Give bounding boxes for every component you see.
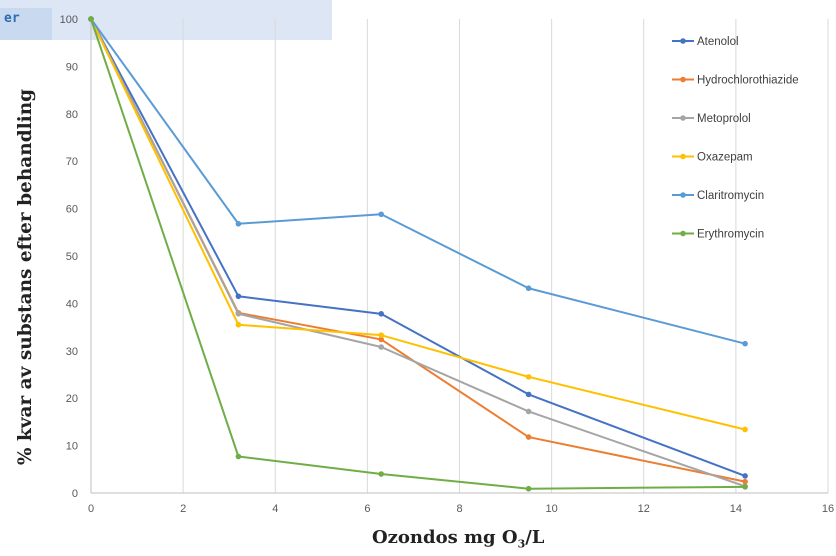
x-tick-label: 0 — [88, 503, 94, 515]
data-point-claritromycin — [525, 285, 532, 292]
data-point-erythromycin — [525, 485, 532, 492]
data-point-erythromycin — [235, 453, 242, 460]
data-point-erythromycin — [742, 484, 748, 490]
y-tick-label: 100 — [60, 14, 78, 26]
series-line-erythromycin — [90, 18, 746, 490]
legend-marker-metoprolol — [680, 115, 686, 121]
legend-marker-atenolol — [680, 38, 686, 44]
y-tick-label: 70 — [66, 156, 78, 168]
y-axis-label: % kvar av substans efter behandling — [15, 88, 36, 466]
y-tick-label: 50 — [66, 251, 78, 263]
series-line-metoprolol — [90, 18, 746, 488]
x-tick-label: 8 — [456, 503, 462, 515]
data-point-claritromycin — [378, 211, 384, 218]
data-point-atenolol — [378, 311, 384, 317]
grid-lines — [182, 19, 829, 493]
legend-marker-hydrochlorothiazide — [680, 76, 686, 83]
series-line-atenolol — [90, 18, 746, 477]
data-point-erythromycin — [88, 16, 94, 22]
data-point-metoprolol — [235, 311, 242, 317]
series-line-claritromycin — [90, 18, 746, 345]
x-axis-label-subscript: 3 — [517, 537, 526, 551]
y-tick-label: 60 — [66, 204, 78, 216]
series-lines — [88, 16, 748, 492]
header-fragment-text: er — [4, 11, 20, 26]
y-tick-label: 40 — [66, 298, 78, 310]
data-point-atenolol — [235, 293, 242, 300]
tick-labels: 0 2 4 6 8 10 12 14 16 0 10 20 30 40 50 60 70 80 90 100 — [60, 14, 834, 515]
y-tick-label: 10 — [66, 441, 78, 453]
series-line-hydrochlorothiazide — [90, 18, 746, 483]
legend-label-erythromycin: Erythromycin — [697, 229, 764, 241]
data-point-atenolol — [742, 473, 748, 479]
series-line-oxazepam — [90, 18, 746, 431]
data-point-hydrochlorothiazide — [525, 434, 532, 440]
x-tick-label: 2 — [180, 503, 186, 515]
legend-label-claritromycin: Claritromycin — [697, 190, 764, 202]
x-axis-label-main: Ozondos mg O — [372, 527, 518, 548]
x-tick-label: 6 — [364, 503, 370, 515]
data-point-atenolol — [525, 391, 532, 398]
data-point-oxazepam — [525, 374, 532, 380]
data-point-metoprolol — [378, 344, 384, 350]
legend-label-metoprolol: Metoprolol — [697, 113, 751, 125]
data-point-erythromycin — [378, 471, 384, 477]
x-tick-label: 4 — [272, 503, 278, 515]
x-axis-label-end: /L — [525, 527, 545, 548]
data-point-metoprolol — [525, 408, 532, 415]
axes — [90, 19, 828, 494]
x-tick-label: 10 — [546, 503, 558, 515]
x-tick-label: 12 — [638, 503, 650, 515]
legend-marker-claritromycin — [680, 192, 686, 198]
data-point-oxazepam — [378, 332, 384, 338]
y-tick-label: 30 — [66, 346, 78, 358]
data-point-claritromycin — [235, 220, 242, 227]
legend-label-hydrochlorothiazide: Hydrochlorothiazide — [697, 75, 799, 87]
header-cell: er — [0, 8, 52, 40]
data-point-hydrochlorothiazide — [378, 336, 384, 343]
x-tick-label: 16 — [822, 503, 834, 515]
legend-marker-erythromycin — [680, 230, 686, 237]
x-tick-label: 14 — [730, 503, 742, 515]
data-point-oxazepam — [235, 321, 242, 328]
y-tick-label: 20 — [66, 393, 78, 405]
legend-label-atenolol: Atenolol — [697, 36, 739, 48]
data-point-hydrochlorothiazide — [742, 478, 748, 485]
legend-marker-oxazepam — [680, 153, 686, 160]
data-point-oxazepam — [742, 426, 748, 433]
x-axis-label: Ozondos mg O3/L — [372, 527, 544, 551]
y-tick-label: 0 — [72, 488, 78, 500]
y-tick-label: 80 — [66, 109, 78, 121]
data-point-claritromycin — [742, 340, 748, 347]
y-tick-label: 90 — [66, 61, 78, 73]
header-strip: er — [0, 0, 332, 40]
legend-label-oxazepam: Oxazepam — [697, 152, 753, 164]
legend: Atenolol Hydrochlorothiazide Metoprolol Oxa… — [672, 36, 799, 241]
